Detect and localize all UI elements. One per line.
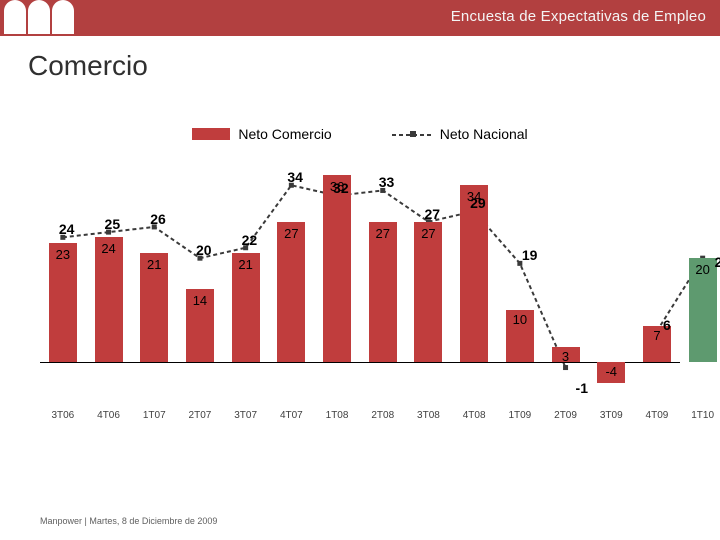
line-value-label: 20 — [196, 242, 212, 258]
legend: Neto Comercio Neto Nacional — [40, 120, 680, 148]
x-tick-label: 1T09 — [500, 410, 540, 421]
baseline — [40, 362, 680, 363]
line-value-label: 19 — [522, 247, 538, 263]
line-value-label: 34 — [287, 169, 303, 185]
line-value-label: 25 — [105, 216, 121, 232]
bar — [277, 222, 305, 363]
bar-value-label: 27 — [414, 226, 442, 241]
x-tick-label: 4T09 — [637, 410, 677, 421]
bar — [460, 185, 488, 362]
bar — [323, 175, 351, 363]
chart: Neto Comercio Neto Nacional 23 24 21 14 21 27… — [40, 120, 680, 440]
arch — [52, 0, 74, 34]
line-value-label: 22 — [242, 232, 258, 248]
line-value-label: 32 — [333, 180, 349, 196]
header-band: Encuesta de Expectativas de Empleo — [0, 0, 720, 36]
legend-label-line: Neto Nacional — [440, 126, 528, 142]
bar-value-label: 27 — [277, 226, 305, 241]
bar-value-label: 21 — [140, 257, 168, 272]
legend-label-bars: Neto Comercio — [238, 126, 331, 142]
line-value-label: 20 — [715, 254, 720, 270]
x-tick-label: 4T07 — [271, 410, 311, 421]
footer-text: Manpower | Martes, 8 de Diciembre de 200… — [40, 516, 217, 526]
legend-swatch-bar — [192, 128, 230, 140]
legend-item-bars: Neto Comercio — [192, 120, 331, 148]
bar-value-label: 20 — [689, 262, 717, 277]
bar-value-label: -4 — [597, 364, 625, 379]
line-series — [40, 154, 680, 404]
bar-value-label: 14 — [186, 293, 214, 308]
header-title: Encuesta de Expectativas de Empleo — [451, 8, 706, 25]
x-tick-label: 1T10 — [683, 410, 720, 421]
x-tick-label: 4T06 — [89, 410, 129, 421]
line-value-label: 29 — [470, 195, 486, 211]
line-value-label: 33 — [379, 174, 395, 190]
bar-value-label: 27 — [369, 226, 397, 241]
line-value-label: 6 — [663, 317, 671, 333]
bar — [369, 222, 397, 363]
line-value-label: 24 — [59, 221, 75, 237]
x-tick-label: 1T07 — [134, 410, 174, 421]
line-value-label: 27 — [424, 206, 440, 222]
arch — [28, 0, 50, 34]
x-tick-label: 3T09 — [591, 410, 631, 421]
bar-value-label: 23 — [49, 247, 77, 262]
line-value-label: 26 — [150, 211, 166, 227]
plot-area: 23242114212736272734103-4720242526202234… — [40, 154, 680, 404]
x-tick-label: 2T07 — [180, 410, 220, 421]
legend-item-line: Neto Nacional — [392, 120, 528, 148]
x-tick-label: 1T08 — [317, 410, 357, 421]
bar-value-label: 21 — [232, 257, 260, 272]
bar-value-label: 10 — [506, 312, 534, 327]
line-marker — [563, 365, 568, 370]
line-value-label: -1 — [576, 380, 588, 396]
x-tick-label: 3T06 — [43, 410, 83, 421]
x-tick-label: 2T09 — [546, 410, 586, 421]
header-logo-arches — [4, 0, 74, 34]
x-tick-label: 3T08 — [408, 410, 448, 421]
slide-title: Comercio — [28, 50, 148, 82]
legend-swatch-line — [392, 128, 432, 140]
x-tick-label: 2T08 — [363, 410, 403, 421]
bar-value-label: 3 — [552, 349, 580, 364]
bar-value-label: 24 — [95, 241, 123, 256]
x-tick-label: 4T08 — [454, 410, 494, 421]
x-tick-label: 3T07 — [226, 410, 266, 421]
bar — [414, 222, 442, 363]
arch — [4, 0, 26, 34]
